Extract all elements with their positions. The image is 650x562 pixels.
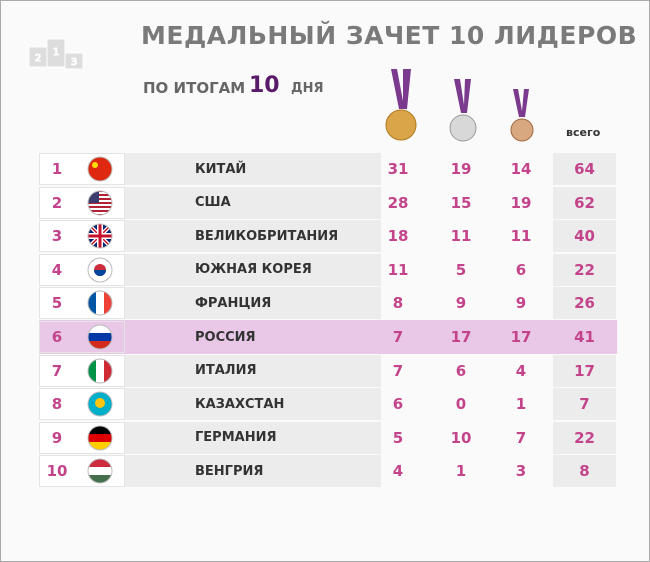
bronze-count: 17 bbox=[510, 328, 532, 346]
flag-icon bbox=[87, 324, 113, 350]
silver-count: 19 bbox=[450, 160, 472, 178]
flag bbox=[85, 287, 115, 319]
bronze-count: 19 bbox=[510, 193, 532, 212]
podium-icon: 2 1 3 bbox=[28, 38, 84, 70]
flag-icon bbox=[87, 391, 113, 417]
gold-count: 7 bbox=[392, 361, 404, 380]
row-highlight bbox=[39, 320, 617, 354]
bronze-count: 1 bbox=[515, 395, 527, 414]
flag bbox=[85, 422, 115, 454]
rank: 7 bbox=[51, 361, 63, 380]
total-count: 7 bbox=[553, 388, 616, 421]
country: ГЕРМАНИЯ bbox=[125, 421, 381, 454]
flag-icon bbox=[87, 223, 113, 249]
silver-count: 0 bbox=[455, 395, 467, 414]
rank: 2 bbox=[51, 193, 63, 212]
bronze-count: 14 bbox=[510, 160, 532, 178]
gold-count: 5 bbox=[392, 428, 404, 447]
medal-gold bbox=[385, 69, 417, 141]
flag bbox=[85, 355, 115, 387]
svg-text:3: 3 bbox=[71, 57, 77, 68]
title: МЕДАЛЬНЫЙ ЗАЧЕТ 10 ЛИДЕРОВ bbox=[141, 21, 638, 50]
subtitle: ПО ИТОГАМ bbox=[143, 79, 246, 97]
country: ВЕЛИКОБРИТАНИЯ bbox=[125, 220, 381, 253]
flag bbox=[85, 153, 115, 185]
silver-count: 1 bbox=[455, 462, 467, 481]
flag bbox=[85, 388, 115, 420]
total-count: 22 bbox=[553, 253, 616, 286]
silver-count: 9 bbox=[455, 294, 467, 313]
bronze-count: 7 bbox=[515, 428, 527, 447]
flag bbox=[85, 220, 115, 252]
silver-count: 11 bbox=[450, 227, 472, 246]
country: США bbox=[125, 186, 381, 219]
bronze-count: 11 bbox=[510, 227, 532, 246]
silver-count: 6 bbox=[455, 361, 467, 380]
total-count: 26 bbox=[553, 287, 616, 320]
rank: 8 bbox=[51, 395, 63, 414]
flag-icon bbox=[87, 156, 113, 182]
flag bbox=[85, 321, 115, 353]
rank: 9 bbox=[51, 428, 63, 447]
rank: 3 bbox=[51, 227, 63, 246]
country: ИТАЛИЯ bbox=[125, 354, 381, 387]
total-count: 64 bbox=[553, 153, 616, 185]
bronze-count: 6 bbox=[515, 260, 527, 279]
bronze-count: 4 bbox=[515, 361, 527, 380]
flag-icon bbox=[87, 358, 113, 384]
silver-count: 5 bbox=[455, 260, 467, 279]
rank-bg bbox=[39, 354, 125, 387]
bronze-count: 9 bbox=[515, 294, 527, 313]
flag bbox=[85, 455, 115, 487]
gold-count: 6 bbox=[392, 395, 404, 414]
flag-icon bbox=[87, 190, 113, 216]
gold-count: 4 bbox=[392, 462, 404, 481]
country: ВЕНГРИЯ bbox=[125, 455, 381, 488]
rank-bg bbox=[39, 421, 125, 454]
flag-icon bbox=[87, 458, 113, 484]
silver-count: 10 bbox=[450, 428, 472, 447]
total-count: 8 bbox=[553, 455, 616, 488]
gold-count: 18 bbox=[387, 227, 409, 246]
country: КИТАЙ bbox=[125, 153, 381, 185]
rank: 4 bbox=[51, 260, 63, 279]
day-number: 10 bbox=[249, 73, 280, 98]
svg-text:1: 1 bbox=[53, 47, 59, 58]
flag-icon bbox=[87, 425, 113, 451]
rank: 1 bbox=[51, 160, 63, 178]
gold-count: 7 bbox=[392, 328, 404, 346]
subtitle: ДНЯ bbox=[291, 81, 324, 96]
total-count: 17 bbox=[553, 354, 616, 387]
country: ФРАНЦИЯ bbox=[125, 287, 381, 320]
silver-count: 15 bbox=[450, 193, 472, 212]
gold-count: 31 bbox=[387, 160, 409, 178]
country: ЮЖНАЯ КОРЕЯ bbox=[125, 253, 381, 286]
gold-count: 8 bbox=[392, 294, 404, 313]
rank: 10 bbox=[46, 462, 68, 481]
bronze-count: 3 bbox=[515, 462, 527, 481]
total-count: 62 bbox=[553, 186, 616, 219]
flag bbox=[85, 254, 115, 286]
gold-count: 11 bbox=[387, 260, 409, 279]
rank-bg bbox=[39, 321, 125, 353]
total-count: 41 bbox=[574, 328, 595, 346]
flag bbox=[85, 187, 115, 219]
rank: 6 bbox=[51, 328, 63, 346]
silver-count: 17 bbox=[450, 328, 472, 346]
total-count: 40 bbox=[553, 220, 616, 253]
total-count: 22 bbox=[553, 421, 616, 454]
total-header: всего bbox=[566, 126, 601, 139]
gold-count: 28 bbox=[387, 193, 409, 212]
flag-icon bbox=[87, 257, 113, 283]
country: КАЗАХСТАН bbox=[125, 388, 381, 421]
rank: 5 bbox=[51, 294, 63, 313]
rank-bg bbox=[39, 153, 125, 185]
flag-icon bbox=[87, 290, 113, 316]
medal-silver bbox=[449, 79, 477, 142]
country: РОССИЯ bbox=[195, 329, 256, 345]
medal-bronze bbox=[510, 89, 534, 142]
svg-text:2: 2 bbox=[35, 53, 41, 64]
